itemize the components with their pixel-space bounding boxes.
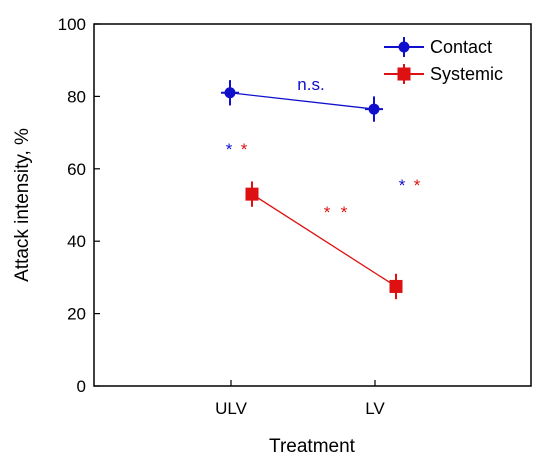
series-line-contact	[229, 92, 375, 110]
y-tick-label: 80	[67, 87, 86, 106]
x-tick-label: ULV	[215, 399, 247, 418]
y-tick-label: 0	[77, 377, 86, 396]
series-line-systemic	[251, 193, 397, 287]
y-tick-label: 20	[67, 305, 86, 324]
legend: Contact Systemic	[384, 37, 503, 84]
y-tick-label: 100	[58, 15, 86, 34]
x-axis-title: Treatment	[269, 436, 356, 457]
y-tick-label: 40	[67, 232, 86, 251]
x-tick-label: LV	[365, 399, 385, 418]
legend-marker	[398, 41, 410, 53]
significance-stars: * * * * * *	[226, 140, 421, 222]
star-mark: *	[414, 176, 421, 195]
data-point-systemic	[389, 279, 403, 293]
star-mark: *	[226, 140, 233, 159]
star-mark: *	[324, 203, 331, 222]
plot-frame	[93, 23, 532, 387]
y-axis: 0 20 40 60 80 100	[58, 15, 100, 396]
data-point-systemic	[245, 187, 259, 201]
star-mark: *	[399, 176, 406, 195]
legend-label: Contact	[430, 37, 492, 57]
star-mark: *	[341, 203, 348, 222]
ns-annotation: n.s.	[297, 75, 324, 94]
star-mark: *	[241, 140, 248, 159]
y-axis-title: Attack intensity, %	[12, 128, 33, 282]
x-axis: ULV LV	[215, 380, 385, 418]
legend-label: Systemic	[430, 64, 503, 84]
legend-marker	[397, 67, 411, 81]
y-tick-label: 60	[67, 160, 86, 179]
series-layer	[221, 80, 403, 300]
